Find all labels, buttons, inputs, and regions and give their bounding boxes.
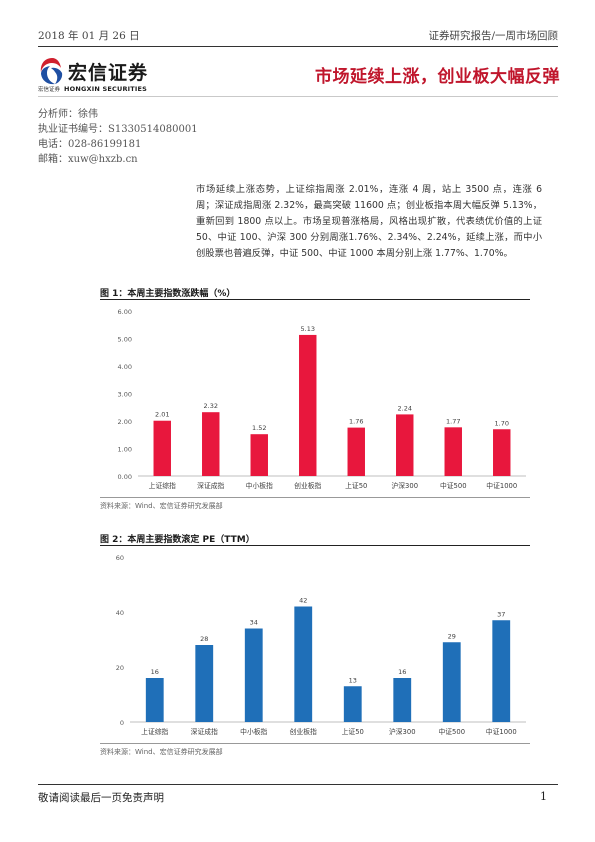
figure2-title: 图 2：本周主要指数滚定 PE（TTM）: [100, 535, 255, 545]
y-tick-label: 6.00: [118, 308, 132, 316]
figure1-bottom-rule: [100, 497, 530, 498]
data-label: 42: [299, 597, 307, 605]
data-label: 34: [250, 619, 258, 627]
x-tick-label: 深证成指: [197, 481, 224, 490]
y-tick-label: 60: [116, 554, 124, 562]
bar: [153, 420, 171, 476]
data-label: 2.32: [204, 402, 218, 410]
x-tick-label: 上证50: [342, 727, 364, 736]
footer-disclaimer[interactable]: 敬请阅读最后一页免责声明: [38, 792, 164, 804]
data-label: 1.77: [446, 417, 460, 425]
bar: [145, 678, 164, 722]
x-tick-label: 创业板指: [294, 481, 321, 490]
x-tick-label: 创业板指: [290, 727, 317, 736]
company-logo: 宏信证券 宏信证券 HONGXIN SECURITIES: [38, 54, 158, 94]
data-label: 37: [497, 610, 505, 618]
y-tick-label: 40: [116, 609, 124, 617]
figure1-title: 图 1：本周主要指数涨跌幅（%）: [100, 289, 236, 299]
data-label: 13: [349, 676, 357, 684]
y-tick-label: 0.00: [118, 473, 132, 481]
y-tick-label: 2.00: [118, 418, 132, 426]
x-tick-label: 中证1000: [486, 727, 517, 736]
bar: [492, 620, 511, 722]
data-label: 1.52: [252, 424, 266, 432]
figure2-top-rule: [100, 545, 530, 546]
title-divider: [38, 96, 558, 97]
page-number: 1: [540, 790, 547, 803]
data-label: 28: [200, 635, 208, 643]
data-label: 29: [448, 632, 456, 640]
data-label: 2.24: [398, 404, 412, 412]
logo-emblem-icon: [40, 58, 63, 85]
report-date: 2018 年 01 月 26 日: [38, 30, 140, 42]
data-label: 16: [398, 668, 406, 676]
analyst-license: 执业证书编号：S1330514080001: [38, 124, 198, 135]
bar: [393, 678, 412, 722]
bar: [442, 642, 461, 722]
y-tick-label: 4.00: [118, 363, 132, 371]
x-tick-label: 中证1000: [486, 481, 517, 490]
y-tick-label: 3.00: [118, 391, 132, 399]
header-divider: [38, 46, 558, 47]
bar: [396, 414, 414, 476]
analyst-info: 分析师：徐伟 执业证书编号：S1330514080001 电话：028-8619…: [38, 107, 198, 167]
analyst-phone: 电话：028-86199181: [38, 139, 142, 150]
bar: [493, 429, 511, 476]
bar: [244, 628, 263, 722]
figure1-top-rule: [100, 299, 530, 300]
bar: [444, 427, 462, 476]
data-label: 1.76: [349, 418, 363, 426]
logo-small-cn: 宏信证券: [38, 87, 61, 93]
bar: [347, 427, 365, 476]
x-tick-label: 沪深300: [389, 727, 416, 736]
logo-wordmark: 宏信证券: [68, 62, 149, 84]
x-tick-label: 中小板指: [246, 481, 273, 490]
data-label: 1.70: [495, 419, 509, 427]
figure1-chart: 0.00 1.00 2.00 3.00 4.00 5.00 6.00 2.01 上证综指 2.32…: [118, 308, 526, 490]
x-tick-label: 深证成指: [191, 727, 218, 736]
bar: [195, 645, 214, 722]
x-tick-label: 中小板指: [240, 727, 267, 736]
page-header: 2018 年 01 月 26 日 证券研究报告/一周市场回顾: [38, 28, 558, 44]
figure2-bottom-rule: [100, 743, 530, 744]
figure2-chart: 0 20 40 60 16 上证综指 28 深证成指 34 中小板指 42 创业板指 13 上证50 16 沪…: [116, 554, 526, 736]
analyst-email[interactable]: 邮箱：xuw@hxzb.cn: [38, 154, 138, 165]
figure2-source: 资料来源：Wind、宏信证券研究发展部: [100, 748, 223, 756]
data-label: 16: [151, 668, 159, 676]
data-label: 5.13: [301, 325, 315, 333]
y-tick-label: 20: [116, 664, 124, 672]
data-label: 2.01: [155, 411, 169, 419]
logo-english: HONGXIN SECURITIES: [64, 85, 148, 93]
bar: [294, 606, 313, 722]
summary-paragraph: 市场延续上涨态势，上证综指周涨 2.01%，连涨 4 周，站上 3500 点，连…: [196, 184, 542, 259]
figure1-source: 资料来源：Wind、宏信证券研究发展部: [100, 502, 223, 510]
x-tick-label: 沪深300: [391, 481, 418, 490]
y-tick-label: 1.00: [118, 446, 132, 454]
bar: [250, 434, 268, 476]
x-tick-label: 上证综指: [141, 727, 168, 736]
analyst-name: 分析师：徐伟: [38, 109, 98, 120]
x-tick-label: 中证500: [440, 481, 467, 490]
x-tick-label: 中证500: [438, 727, 465, 736]
report-type: 证券研究报告/一周市场回顾: [428, 30, 558, 42]
report-title: 市场延续上涨，创业板大幅反弹: [315, 67, 560, 87]
x-tick-label: 上证50: [345, 481, 367, 490]
y-tick-label: 0: [120, 719, 124, 727]
x-tick-label: 上证综指: [149, 481, 176, 490]
bar: [202, 412, 220, 476]
footer-divider: [38, 784, 558, 785]
bar: [299, 334, 317, 476]
y-tick-label: 5.00: [118, 336, 132, 344]
bar: [343, 686, 362, 722]
